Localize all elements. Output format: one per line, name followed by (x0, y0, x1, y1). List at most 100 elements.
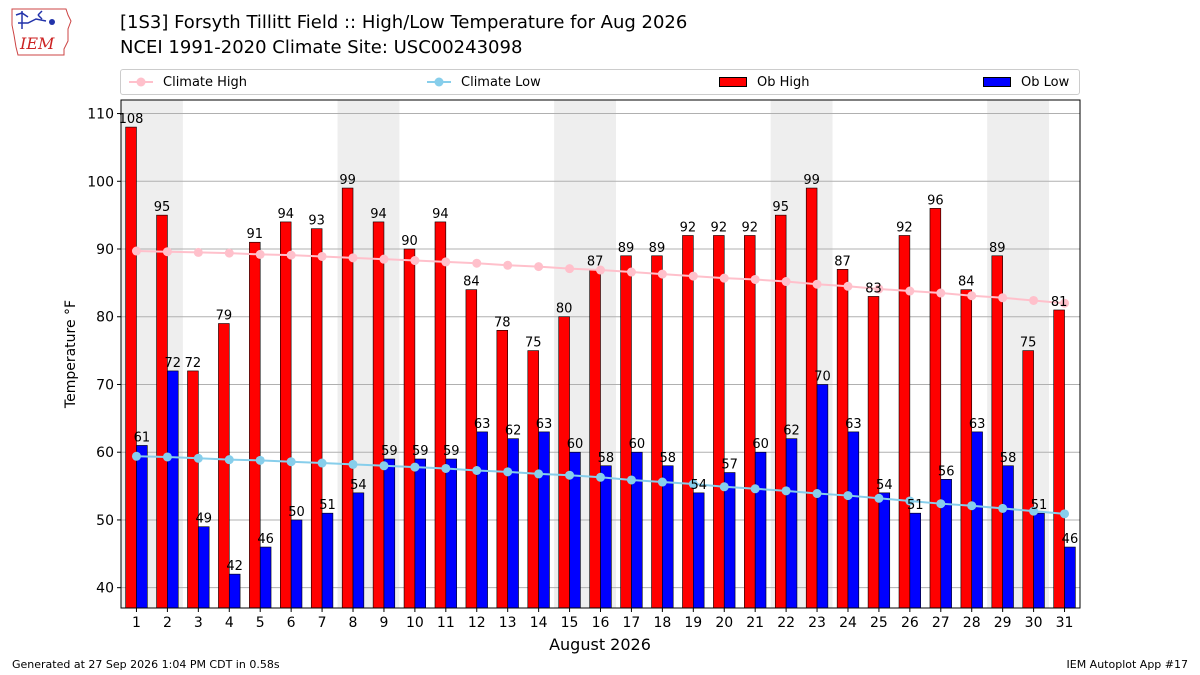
x-tick-label: 29 (994, 615, 1012, 631)
x-tick-label: 30 (1025, 615, 1043, 631)
x-tick-label: 13 (499, 615, 517, 631)
ob-high-data-label: 93 (308, 214, 325, 229)
ob-low-data-label: 54 (690, 478, 707, 493)
climate-low-point (750, 484, 760, 494)
ob-high-bar (651, 255, 663, 609)
ob-low-bar (662, 465, 674, 609)
ob-high-data-label: 83 (865, 281, 882, 296)
ob-low-data-label: 54 (876, 478, 893, 493)
legend-label-ob-high: Ob High (757, 74, 810, 90)
ob-low-bar (1033, 512, 1045, 609)
ob-low-data-label: 57 (721, 458, 738, 473)
climate-high-point (843, 281, 853, 291)
ob-low-data-label: 46 (1062, 532, 1079, 547)
legend-item-climate-high: Climate High (129, 70, 247, 94)
ob-low-bar (909, 512, 921, 609)
ob-low-bar (878, 492, 891, 609)
climate-low-point (967, 501, 977, 511)
climate-low-point (1060, 509, 1070, 519)
ob-high-data-label: 92 (741, 220, 758, 235)
climate-low-point (688, 479, 698, 489)
y-axis-label: Temperature °F (63, 300, 79, 409)
climate-high-point (596, 265, 605, 275)
climate-high-point (998, 293, 1008, 303)
climate-high-point (1060, 298, 1070, 308)
ob-low-data-label: 59 (381, 444, 398, 459)
climate-high-point (812, 279, 822, 289)
climate-high-point (719, 273, 729, 283)
ob-low-data-label: 60 (752, 437, 769, 452)
climate-high-point (472, 258, 482, 268)
climate-low-point (534, 469, 544, 479)
ob-high-bar (867, 296, 880, 609)
legend-item-climate-low: Climate Low (427, 70, 541, 94)
x-tick-label: 5 (256, 615, 265, 631)
ob-high-data-label: 108 (119, 112, 144, 127)
climate-low-point (657, 477, 667, 487)
legend-label-ob-low: Ob Low (1021, 74, 1070, 90)
climate-high-point (441, 257, 451, 267)
ob-high-bar (527, 350, 539, 609)
ob-high-data-label: 99 (339, 173, 356, 188)
ob-low-data-label: 63 (969, 417, 986, 432)
ob-low-bar (538, 431, 550, 609)
legend-item-ob-high: Ob High (719, 70, 810, 94)
x-tick-label: 10 (406, 615, 424, 631)
x-tick-label: 19 (684, 615, 702, 631)
x-tick-label: 18 (653, 615, 671, 631)
y-tick-label: 50 (96, 513, 114, 529)
climate-high-point (936, 288, 946, 298)
ob-low-bar (971, 431, 983, 609)
ob-high-data-label: 81 (1051, 295, 1068, 310)
climate-high-point (874, 284, 884, 294)
climate-low-point (905, 496, 915, 506)
ob-low-bar (167, 370, 179, 609)
climate-low-point (843, 491, 853, 501)
ob-low-bar (847, 431, 860, 609)
climate-low-point (193, 453, 203, 463)
y-tick-label: 100 (87, 174, 114, 190)
ob-low-data-label: 60 (567, 437, 584, 452)
climate-low-point (162, 452, 172, 462)
climate-low-point (596, 472, 605, 482)
ob-low-data-label: 63 (536, 417, 553, 432)
climate-high-point (781, 277, 791, 287)
climate-high-point (317, 251, 327, 261)
ob-low-bar (693, 492, 705, 609)
ob-low-data-label: 46 (257, 532, 274, 547)
ob-low-data-label: 49 (195, 512, 212, 527)
climate-high-point (1029, 295, 1039, 305)
climate-high-point (626, 267, 636, 277)
x-tick-label: 3 (194, 615, 203, 631)
climate-low-point (317, 458, 327, 468)
ob-low-bar (445, 458, 457, 609)
ob-low-bar (198, 526, 210, 609)
y-tick-label: 60 (96, 445, 114, 461)
ob-low-bar (352, 492, 365, 609)
app-credit: IEM Autoplot App #17 (1066, 658, 1189, 671)
ob-low-data-label: 60 (629, 437, 646, 452)
ob-low-data-label: 58 (598, 451, 615, 466)
y-tick-label: 40 (96, 581, 114, 597)
iem-logo: IEM (11, 8, 72, 56)
ob-low-data-label: 62 (505, 424, 522, 439)
ob-low-data-label: 72 (165, 356, 182, 371)
climate-low-point (379, 461, 389, 471)
ob-high-bar (465, 289, 478, 609)
ob-high-bar (774, 214, 787, 609)
climate-low-point (131, 451, 141, 461)
climate-high-point (224, 248, 234, 258)
x-tick-label: 25 (870, 615, 888, 631)
climate-low-swatch (427, 77, 451, 87)
logo-text: IEM (19, 34, 55, 53)
ob-high-data-label: 96 (927, 193, 944, 208)
ob-low-bar (476, 431, 488, 609)
x-tick-label: 24 (839, 615, 857, 631)
ob-low-bar (259, 546, 272, 609)
climate-high-point (565, 264, 575, 274)
ob-low-data-label: 56 (938, 464, 955, 479)
ob-low-data-label: 61 (134, 430, 151, 445)
climate-high-point (131, 246, 141, 256)
ob-low-data-label: 51 (1031, 498, 1048, 513)
